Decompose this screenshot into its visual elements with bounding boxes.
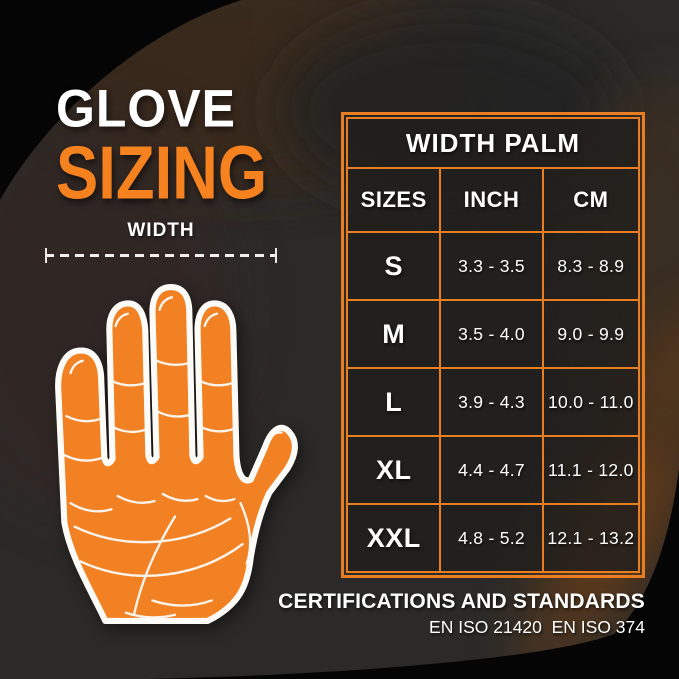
- cm-cell: 11.1 - 12.0: [541, 435, 641, 505]
- size-cell: XXL: [345, 503, 442, 573]
- cm-cell: 10.0 - 11.0: [541, 367, 641, 437]
- column-header-inch: INCH: [439, 167, 544, 233]
- table-row: XL 4.4 - 4.7 11.1 - 12.0: [345, 435, 641, 505]
- size-cell: M: [345, 299, 442, 369]
- hand-palm-illustration: [55, 284, 298, 624]
- size-cell: L: [345, 367, 442, 437]
- inch-cell: 3.9 - 4.3: [439, 367, 544, 437]
- measure-tick-right: [275, 248, 277, 263]
- table-column-header-row: SIZES INCH CM: [345, 167, 641, 233]
- inch-cell: 3.5 - 4.0: [439, 299, 544, 369]
- cm-cell: 12.1 - 13.2: [541, 503, 641, 573]
- width-label: WIDTH: [127, 220, 195, 241]
- title-line-glove: GLOVE: [56, 78, 237, 139]
- title-line-sizing: SIZING: [56, 131, 268, 216]
- sizing-table: WIDTH PALM SIZES INCH CM S 3.3 - 3.5 8.3…: [345, 117, 641, 573]
- table-row: M 3.5 - 4.0 9.0 - 9.9: [345, 299, 641, 369]
- size-cell: S: [345, 231, 442, 301]
- inch-cell: 3.3 - 3.5: [439, 231, 544, 301]
- size-cell: XL: [345, 435, 442, 505]
- table-row: L 3.9 - 4.3 10.0 - 11.0: [345, 367, 641, 437]
- cm-cell: 9.0 - 9.9: [541, 299, 641, 369]
- table-row: S 3.3 - 3.5 8.3 - 8.9: [345, 231, 641, 301]
- inch-cell: 4.4 - 4.7: [439, 435, 544, 505]
- table-title: WIDTH PALM: [346, 117, 640, 169]
- hand-outline: [55, 284, 298, 624]
- sizing-table-frame: WIDTH PALM SIZES INCH CM S 3.3 - 3.5 8.3…: [341, 112, 645, 578]
- measure-tick-left: [45, 248, 47, 263]
- cm-cell: 8.3 - 8.9: [541, 231, 641, 301]
- table-header-row: WIDTH PALM: [346, 117, 640, 169]
- table-row: XXL 4.8 - 5.2 12.1 - 13.2: [345, 503, 641, 573]
- inch-cell: 4.8 - 5.2: [439, 503, 544, 573]
- certifications-heading: CERTIFICATIONS AND STANDARDS: [278, 590, 645, 613]
- width-measure: WIDTH: [45, 220, 277, 263]
- palm-crease-lines: [63, 296, 283, 619]
- certifications-footer: CERTIFICATIONS AND STANDARDS EN ISO 2142…: [278, 590, 645, 638]
- column-header-cm: CM: [541, 167, 641, 233]
- iso-standards-text: EN ISO 21420 EN ISO 374: [429, 617, 645, 637]
- width-measure-line: [45, 248, 277, 263]
- page-title: GLOVE SIZING: [56, 82, 296, 214]
- column-header-sizes: SIZES: [345, 167, 442, 233]
